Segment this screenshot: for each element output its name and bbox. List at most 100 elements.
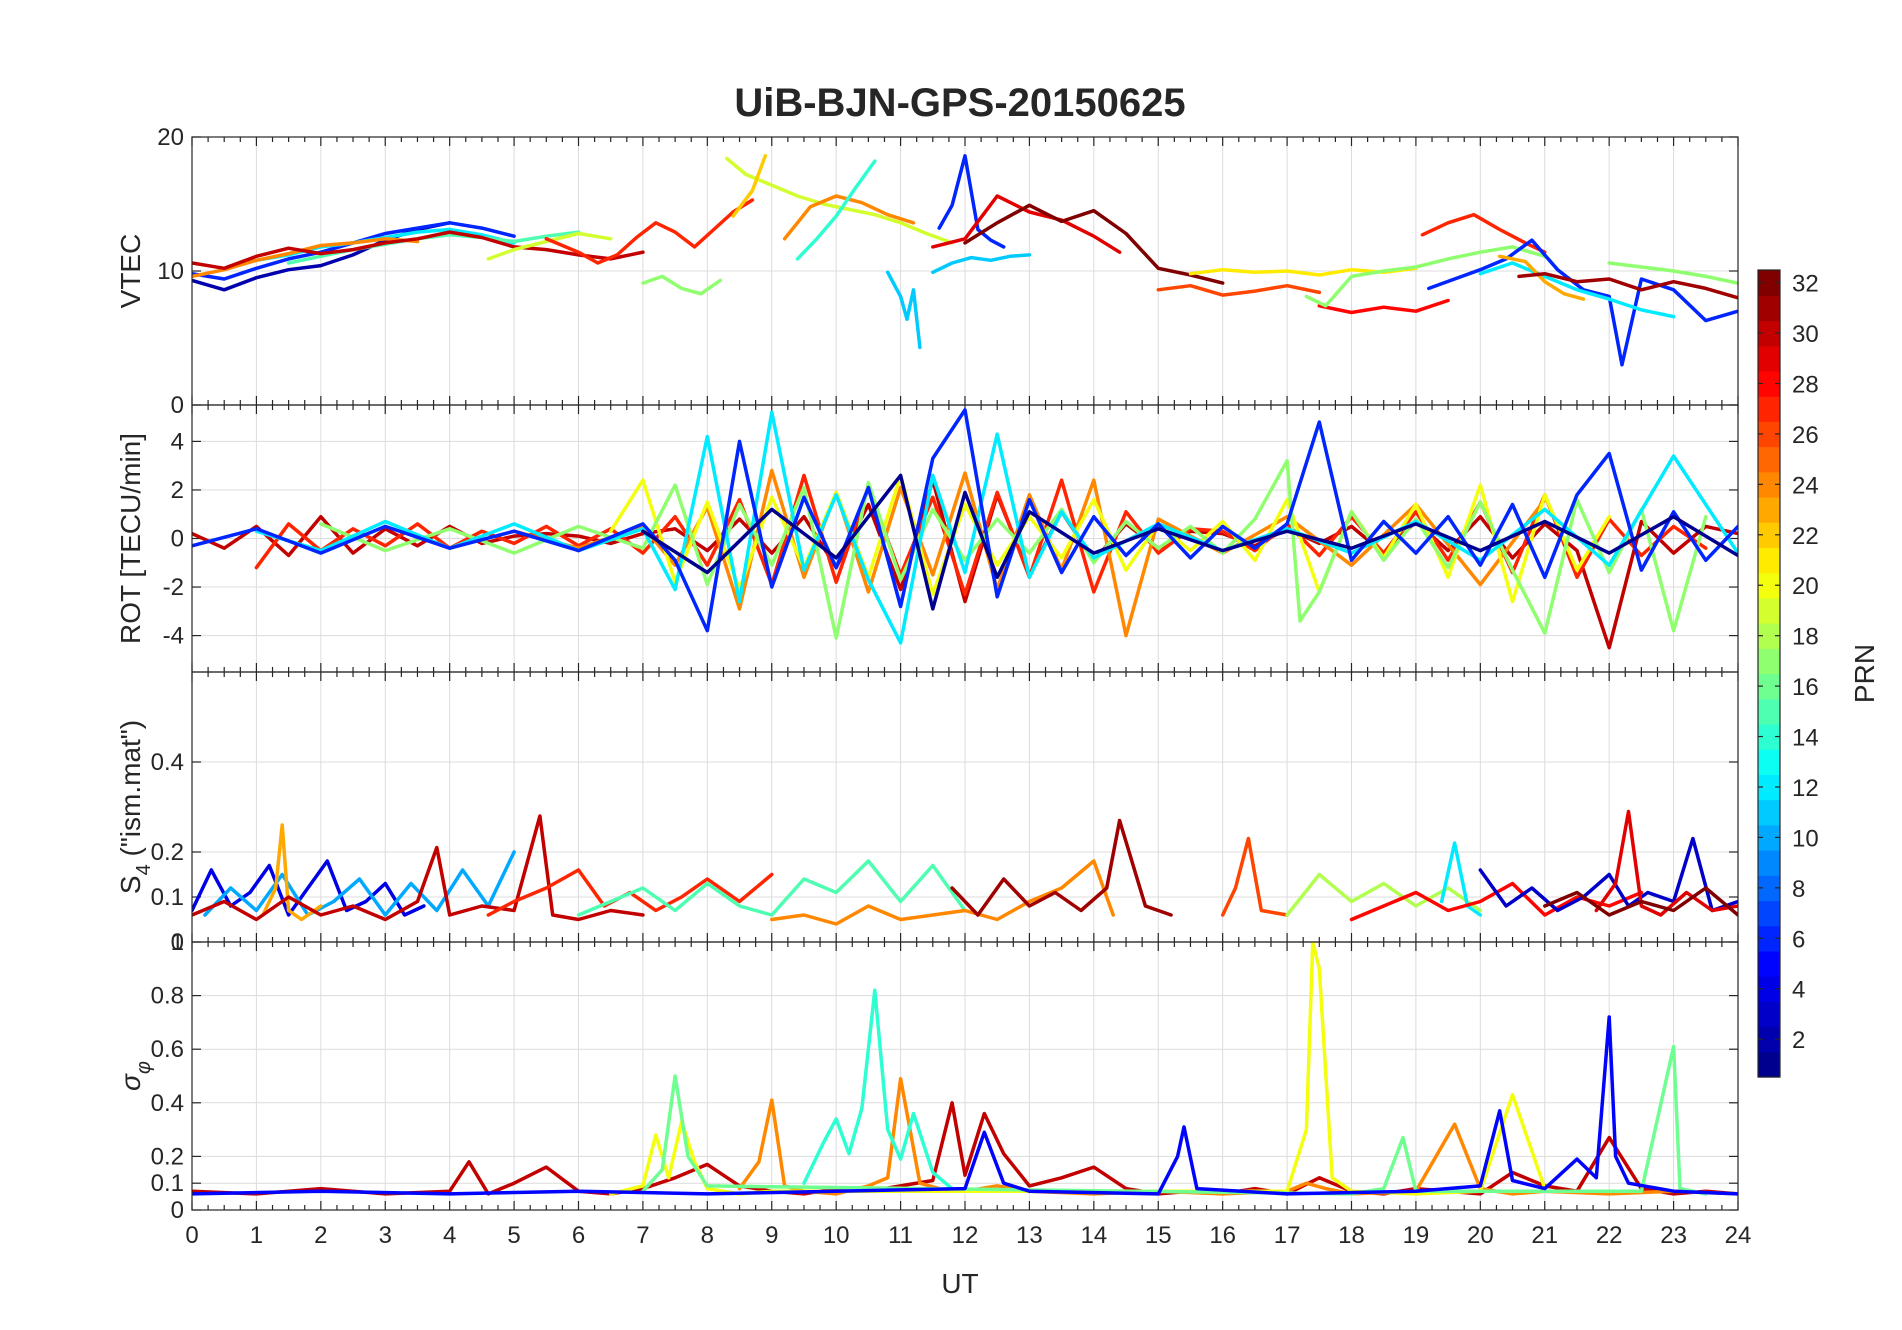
series-line-prn-5 xyxy=(192,1015,1738,1196)
series-group xyxy=(192,408,1738,650)
colorbar-band xyxy=(1758,623,1780,649)
series-line-prn-29 xyxy=(1594,809,1738,917)
colorbar-band xyxy=(1758,345,1780,372)
colorbar-band xyxy=(1758,295,1780,322)
axes-frame xyxy=(191,941,1739,1211)
colorbar-band xyxy=(1758,976,1780,1002)
series-line-prn-17 xyxy=(1607,261,1738,285)
series-line-prn-12 xyxy=(254,410,1738,645)
colorbar-band xyxy=(1758,925,1780,952)
colorbar-tick-label: 2 xyxy=(1792,1027,1805,1054)
colorbar-tick-label: 20 xyxy=(1792,573,1819,600)
series-line-prn-29 xyxy=(931,194,1122,254)
x-tick-label: 0 xyxy=(185,1222,198,1249)
colorbar-band xyxy=(1758,698,1780,725)
y-tick-label: 1 xyxy=(171,929,184,956)
y-axis-label-sub: φ xyxy=(133,1061,155,1074)
x-tick-label: 9 xyxy=(765,1222,778,1249)
y-tick-label: 4 xyxy=(171,428,184,455)
x-tick-label: 14 xyxy=(1080,1222,1107,1249)
series-line-prn-32 xyxy=(963,203,1225,285)
series-line-prn-17 xyxy=(1304,245,1547,308)
colorbar-band xyxy=(1758,547,1780,574)
x-tick-label: 4 xyxy=(443,1222,456,1249)
x-tick-label: 1 xyxy=(250,1222,263,1249)
x-axis-label: UT xyxy=(941,1268,978,1299)
series-line-prn-12 xyxy=(1478,261,1676,319)
y-tick-label: 0 xyxy=(171,1197,184,1224)
x-tick-label: 6 xyxy=(572,1222,585,1249)
y-tick-label: -4 xyxy=(163,623,184,650)
colorbar-band xyxy=(1758,496,1780,523)
y-axis-label-main: S xyxy=(115,875,146,894)
colorbar-band xyxy=(1758,1001,1780,1028)
colorbar-frame xyxy=(1757,269,1781,1078)
x-tick-label: 3 xyxy=(379,1222,392,1249)
colorbar-tick-label: 14 xyxy=(1792,725,1819,752)
subplot-vtec: 0 10 20 VTEC xyxy=(115,124,1739,419)
y-axis-label: ROT [TECU/min] xyxy=(115,433,146,644)
colorbar-band xyxy=(1758,673,1780,700)
y-tick-label: 0.8 xyxy=(151,983,184,1010)
subplot-s4: 0 0.1 0.2 0.4S4 ("ism.mat") xyxy=(115,671,1739,956)
y-tick-label: 0.1 xyxy=(151,884,184,911)
colorbar-band xyxy=(1758,471,1780,498)
y-tick-label: 2 xyxy=(171,477,184,504)
series-line-prn-31 xyxy=(950,818,1173,917)
x-tick-label: 21 xyxy=(1531,1222,1558,1249)
x-tick-label: 12 xyxy=(952,1222,979,1249)
x-tick-label: 5 xyxy=(507,1222,520,1249)
colorbar-tick-label: 6 xyxy=(1792,926,1805,953)
subplot-rot: -4 -2 0 2 4 ROT [TECU/min] xyxy=(115,404,1739,673)
colorbar-band xyxy=(1758,320,1780,347)
series-line-prn-14 xyxy=(802,988,954,1191)
series-line-prn-18 xyxy=(1285,872,1483,917)
series-line-prn-30 xyxy=(192,814,645,922)
y-tick-label: 0.6 xyxy=(151,1036,184,1063)
series-line-prn-28 xyxy=(1317,298,1450,315)
series-line-prn-20 xyxy=(608,942,1547,1196)
series-line-prn-32 xyxy=(1543,886,1738,917)
y-tick-label: 0.4 xyxy=(151,1090,184,1117)
colorbar-tick-label: 26 xyxy=(1792,422,1819,449)
colorbar-tick-label: 10 xyxy=(1792,825,1819,852)
colorbar-tick-label: 24 xyxy=(1792,472,1819,499)
y-tick-label: 0.2 xyxy=(151,1143,184,1170)
colorbar-band xyxy=(1758,950,1780,977)
y-tick-label: 0.1 xyxy=(151,1170,184,1197)
series-line-prn-26 xyxy=(1156,283,1322,297)
series-line-prn-24 xyxy=(782,194,916,241)
series-line-prn-26 xyxy=(1220,836,1289,917)
colorbar-band xyxy=(1758,799,1780,826)
series-line-prn-12 xyxy=(1439,841,1483,917)
series-line-prn-1 xyxy=(641,473,1738,611)
series-line-prn-22 xyxy=(731,154,768,218)
y-axis-label: S4 ("ism.mat") xyxy=(115,720,155,894)
x-tick-label: 8 xyxy=(701,1222,714,1249)
series-line-prn-31 xyxy=(1517,271,1738,300)
colorbar-band xyxy=(1758,597,1780,624)
colorbar-band xyxy=(1758,1026,1780,1053)
colorbar-band xyxy=(1758,875,1780,902)
colorbar-band xyxy=(1758,421,1780,448)
colorbar-band xyxy=(1758,446,1780,473)
colorbar-tick-label: 12 xyxy=(1792,775,1819,802)
y-tick-label: 0 xyxy=(171,526,184,553)
colorbar-band xyxy=(1758,1051,1780,1078)
y-tick-label: -2 xyxy=(163,574,184,601)
series-group xyxy=(192,154,1738,367)
y-axis-label-sub: 4 xyxy=(133,864,155,875)
y-tick-label: 10 xyxy=(157,258,184,285)
series-line-prn-11 xyxy=(885,270,922,350)
y-tick-label: 0.2 xyxy=(151,839,184,866)
y-axis-label-main: σ xyxy=(115,1073,146,1091)
series-line-prn-6 xyxy=(937,154,1006,249)
series-line-prn-6 xyxy=(1427,238,1738,367)
colorbar-band xyxy=(1758,270,1780,296)
y-tick-label: 0 xyxy=(171,929,184,956)
series-line-prn-17 xyxy=(641,274,722,296)
y-tick-label: 0.4 xyxy=(151,749,184,776)
colorbar-band xyxy=(1758,749,1780,775)
